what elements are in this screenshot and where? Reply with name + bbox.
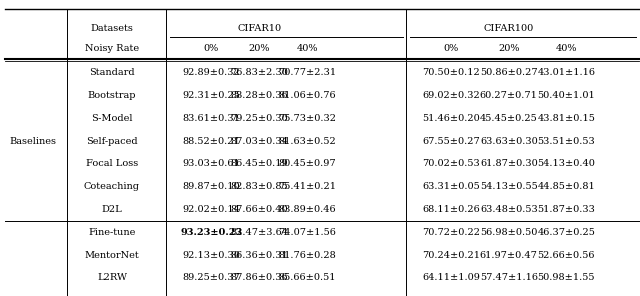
Text: 80.45±0.97: 80.45±0.97: [278, 159, 336, 168]
Text: 0%: 0%: [444, 44, 459, 53]
Text: 40%: 40%: [296, 44, 318, 53]
Text: 89.25±0.37: 89.25±0.37: [182, 273, 240, 282]
Text: 44.85±0.81: 44.85±0.81: [538, 182, 595, 191]
Text: Self-paced: Self-paced: [86, 136, 138, 146]
Text: 50.86±0.27: 50.86±0.27: [480, 68, 538, 77]
Text: 61.87±0.30: 61.87±0.30: [480, 159, 538, 168]
Text: 70.24±0.21: 70.24±0.21: [422, 250, 480, 260]
Text: 43.01±1.16: 43.01±1.16: [538, 68, 595, 77]
Text: 64.11±1.09: 64.11±1.09: [422, 273, 480, 282]
Text: 53.51±0.53: 53.51±0.53: [538, 136, 595, 146]
Text: Standard: Standard: [89, 68, 135, 77]
Text: 54.13±0.40: 54.13±0.40: [538, 159, 595, 168]
Text: Noisy Rate: Noisy Rate: [85, 44, 139, 53]
Text: 83.61±0.31: 83.61±0.31: [182, 114, 240, 123]
Text: 60.27±0.71: 60.27±0.71: [480, 91, 538, 100]
Text: 69.02±0.32: 69.02±0.32: [422, 91, 480, 100]
Text: 46.37±0.25: 46.37±0.25: [538, 228, 595, 237]
Text: 74.07±1.56: 74.07±1.56: [278, 228, 336, 237]
Text: L2RW: L2RW: [97, 273, 127, 282]
Text: Focal Loss: Focal Loss: [86, 159, 138, 168]
Text: Fine-tune: Fine-tune: [88, 228, 136, 237]
Text: 63.31±0.05: 63.31±0.05: [422, 182, 480, 191]
Text: CIFAR10: CIFAR10: [237, 24, 281, 33]
Text: 70.77±2.31: 70.77±2.31: [278, 68, 336, 77]
Text: 87.03±0.34: 87.03±0.34: [230, 136, 288, 146]
Text: 20%: 20%: [248, 44, 270, 53]
Text: 67.55±0.27: 67.55±0.27: [422, 136, 480, 146]
Text: 81.76±0.28: 81.76±0.28: [278, 250, 336, 260]
Text: 57.47±1.16: 57.47±1.16: [480, 273, 538, 282]
Text: 70.72±0.22: 70.72±0.22: [422, 228, 480, 237]
Text: 75.73±0.32: 75.73±0.32: [278, 114, 336, 123]
Text: 50.40±1.01: 50.40±1.01: [538, 91, 595, 100]
Text: 92.02±0.14: 92.02±0.14: [182, 205, 240, 214]
Text: MentorNet: MentorNet: [84, 250, 140, 260]
Text: 75.41±0.21: 75.41±0.21: [278, 182, 336, 191]
Text: 85.66±0.51: 85.66±0.51: [278, 273, 336, 282]
Text: Datasets: Datasets: [91, 24, 133, 33]
Text: 50.98±1.55: 50.98±1.55: [538, 273, 595, 282]
Text: 88.52±0.21: 88.52±0.21: [182, 136, 240, 146]
Text: 87.66±0.40: 87.66±0.40: [230, 205, 288, 214]
Text: 68.11±0.26: 68.11±0.26: [422, 205, 480, 214]
Text: 70.02±0.53: 70.02±0.53: [422, 159, 480, 168]
Text: S-Model: S-Model: [92, 114, 132, 123]
Text: 88.28±0.36: 88.28±0.36: [230, 91, 288, 100]
Text: Bootstrap: Bootstrap: [88, 91, 136, 100]
Text: 82.83±0.85: 82.83±0.85: [230, 182, 288, 191]
Text: 51.46±0.20: 51.46±0.20: [422, 114, 480, 123]
Text: 40%: 40%: [556, 44, 577, 53]
Text: 81.06±0.76: 81.06±0.76: [278, 91, 336, 100]
Text: 51.87±0.33: 51.87±0.33: [538, 205, 595, 214]
Text: 89.87±0.10: 89.87±0.10: [182, 182, 240, 191]
Text: 82.47±3.64: 82.47±3.64: [230, 228, 288, 237]
Text: Coteaching: Coteaching: [84, 182, 140, 191]
Text: 56.98±0.50: 56.98±0.50: [480, 228, 538, 237]
Text: 61.97±0.47: 61.97±0.47: [480, 250, 538, 260]
Text: 93.23±0.23: 93.23±0.23: [180, 228, 243, 237]
Text: 52.66±0.56: 52.66±0.56: [538, 250, 595, 260]
Text: 43.81±0.15: 43.81±0.15: [538, 114, 595, 123]
Text: 20%: 20%: [498, 44, 520, 53]
Text: 76.83±2.30: 76.83±2.30: [230, 68, 288, 77]
Text: 54.13±0.55: 54.13±0.55: [480, 182, 538, 191]
Text: 86.45±0.19: 86.45±0.19: [230, 159, 288, 168]
Text: 81.63±0.52: 81.63±0.52: [278, 136, 336, 146]
Text: 79.25±0.30: 79.25±0.30: [230, 114, 288, 123]
Text: Baselines: Baselines: [10, 136, 57, 146]
Text: 63.48±0.53: 63.48±0.53: [480, 205, 538, 214]
Text: 63.63±0.30: 63.63±0.30: [480, 136, 538, 146]
Text: D2L: D2L: [102, 205, 122, 214]
Text: 45.45±0.25: 45.45±0.25: [480, 114, 538, 123]
Text: 0%: 0%: [204, 44, 219, 53]
Text: 87.86±0.36: 87.86±0.36: [230, 273, 288, 282]
Text: 92.13±0.30: 92.13±0.30: [182, 250, 240, 260]
Text: CIFAR100: CIFAR100: [484, 24, 534, 33]
Text: 70.50±0.12: 70.50±0.12: [422, 68, 480, 77]
Text: 93.03±0.61: 93.03±0.61: [182, 159, 240, 168]
Text: 86.36±0.31: 86.36±0.31: [230, 250, 288, 260]
Text: 92.89±0.32: 92.89±0.32: [182, 68, 240, 77]
Text: 92.31±0.25: 92.31±0.25: [182, 91, 240, 100]
Text: 83.89±0.46: 83.89±0.46: [278, 205, 336, 214]
